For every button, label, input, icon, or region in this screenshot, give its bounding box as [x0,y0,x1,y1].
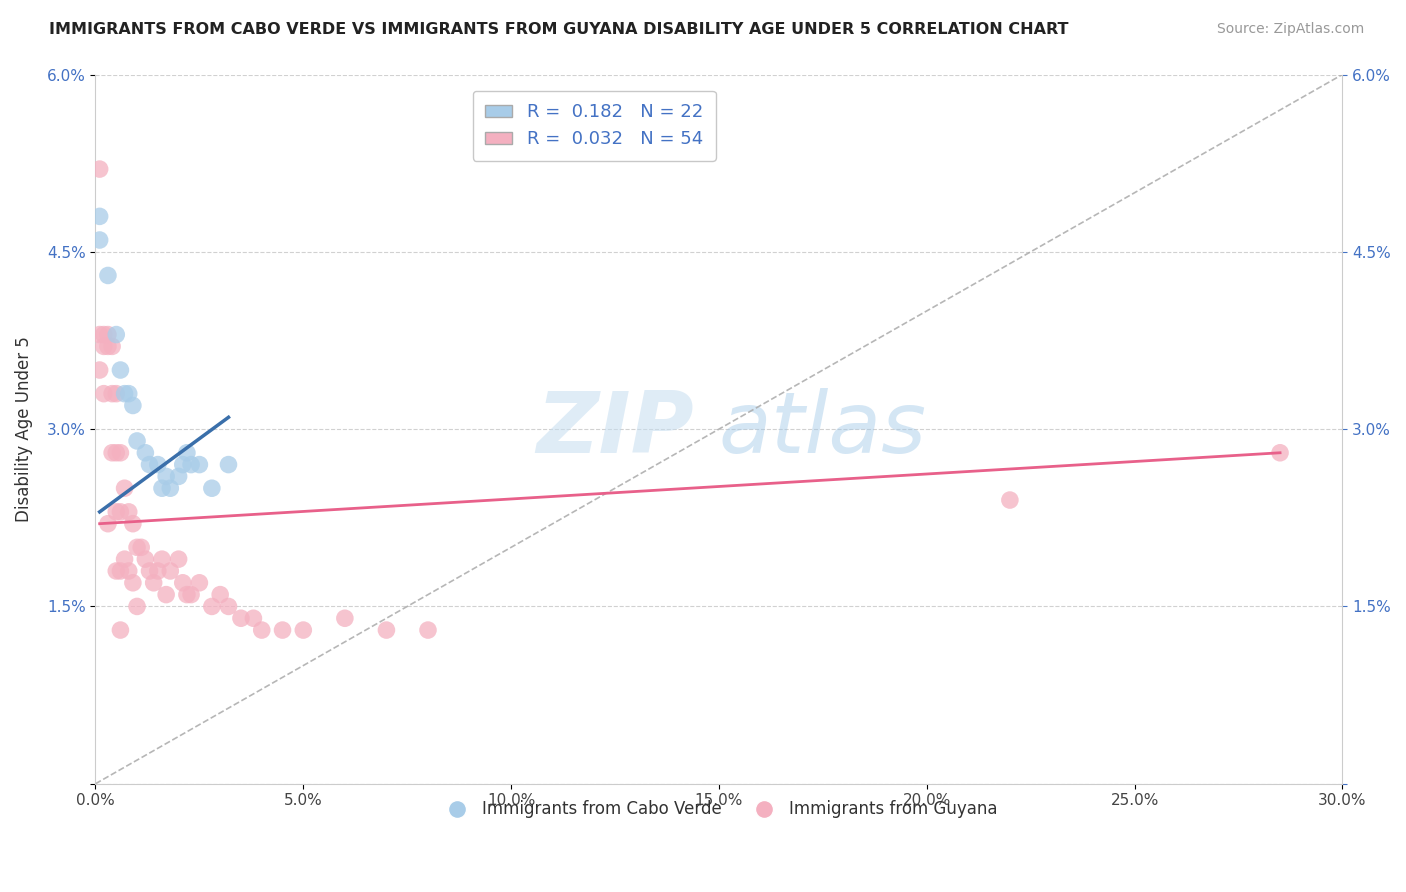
Point [97,327,120,342]
Point [998,493,1021,508]
Point [97,268,120,283]
Point [333,611,356,625]
Point [105,386,128,401]
Point [101,386,124,401]
Point [114,386,136,401]
Point [89,210,111,224]
Point [167,552,190,566]
Point [416,623,439,637]
Point [180,458,202,472]
Point [105,564,128,578]
Point [134,552,156,566]
Text: atlas: atlas [718,388,927,471]
Point [110,505,132,519]
Point [375,623,398,637]
Point [218,458,240,472]
Point [176,446,198,460]
Point [97,339,120,353]
Point [118,564,141,578]
Point [125,434,148,448]
Y-axis label: Disability Age Under 5: Disability Age Under 5 [15,336,32,522]
Legend: Immigrants from Cabo Verde, Immigrants from Guyana: Immigrants from Cabo Verde, Immigrants f… [434,794,1004,825]
Point [188,575,211,590]
Point [167,469,190,483]
Point [118,505,141,519]
Point [150,481,173,495]
Point [118,386,141,401]
Point [105,327,128,342]
Point [110,446,132,460]
Point [125,599,148,614]
Point [105,505,128,519]
Point [172,458,194,472]
Point [134,446,156,460]
Point [97,516,120,531]
Point [89,363,111,377]
Point [138,458,160,472]
Point [138,564,160,578]
Point [142,575,165,590]
Point [89,327,111,342]
Point [93,386,115,401]
Point [146,458,169,472]
Point [292,623,315,637]
Point [188,458,211,472]
Text: Source: ZipAtlas.com: Source: ZipAtlas.com [1216,22,1364,37]
Point [105,446,128,460]
Text: ZIP: ZIP [536,388,695,471]
Point [110,564,132,578]
Text: IMMIGRANTS FROM CABO VERDE VS IMMIGRANTS FROM GUYANA DISABILITY AGE UNDER 5 CORR: IMMIGRANTS FROM CABO VERDE VS IMMIGRANTS… [49,22,1069,37]
Point [155,588,177,602]
Point [218,599,240,614]
Point [93,327,115,342]
Point [114,552,136,566]
Point [250,623,273,637]
Point [89,162,111,177]
Point [229,611,252,625]
Point [110,363,132,377]
Point [159,564,181,578]
Point [172,575,194,590]
Point [89,233,111,247]
Point [201,599,224,614]
Point [159,481,181,495]
Point [110,623,132,637]
Point [209,588,232,602]
Point [146,564,169,578]
Point [176,588,198,602]
Point [101,446,124,460]
Point [180,588,202,602]
Point [122,575,145,590]
Point [155,469,177,483]
Point [1268,446,1291,460]
Point [201,481,224,495]
Point [271,623,294,637]
Point [101,339,124,353]
Point [129,541,152,555]
Point [125,541,148,555]
Point [122,516,145,531]
Point [242,611,264,625]
Point [150,552,173,566]
Point [114,481,136,495]
Point [93,339,115,353]
Point [122,399,145,413]
